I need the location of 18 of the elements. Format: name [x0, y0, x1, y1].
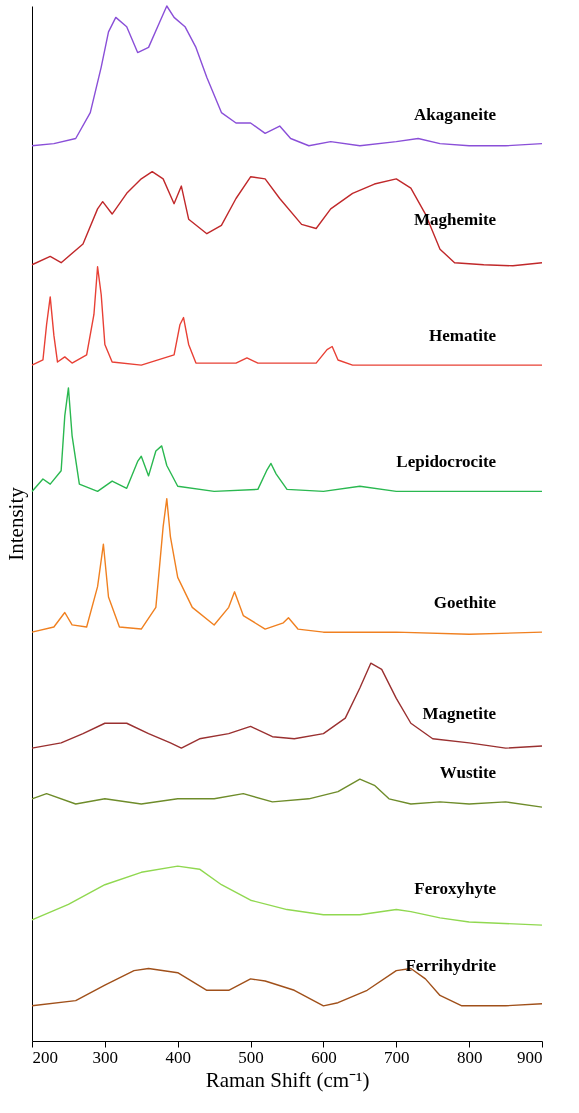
x-axis-title: Raman Shift (cm⁻¹): [205, 1067, 370, 1092]
x-tick-label: 200: [32, 1047, 58, 1067]
x-tick-label: 300: [92, 1047, 119, 1067]
series-label: Wustite: [439, 762, 497, 782]
x-tick-label: 800: [456, 1047, 483, 1067]
y-axis-title: Intensity: [3, 486, 28, 561]
series-label: Akaganeite: [413, 104, 497, 124]
series-label: Hematite: [429, 326, 497, 346]
x-tick-label: 700: [384, 1047, 410, 1067]
series-label: Feroxyhyte: [414, 878, 497, 898]
series-label: Magnetite: [422, 703, 497, 723]
x-tick-label: 400: [165, 1047, 191, 1067]
x-tick-label: 900: [517, 1047, 543, 1067]
series-label: Lepidocrocite: [396, 452, 497, 472]
x-tick-label: 600: [311, 1047, 337, 1067]
x-tick-label: 500: [238, 1047, 264, 1067]
series-label: Ferrihydrite: [405, 956, 497, 976]
series-label: Goethite: [433, 593, 497, 613]
